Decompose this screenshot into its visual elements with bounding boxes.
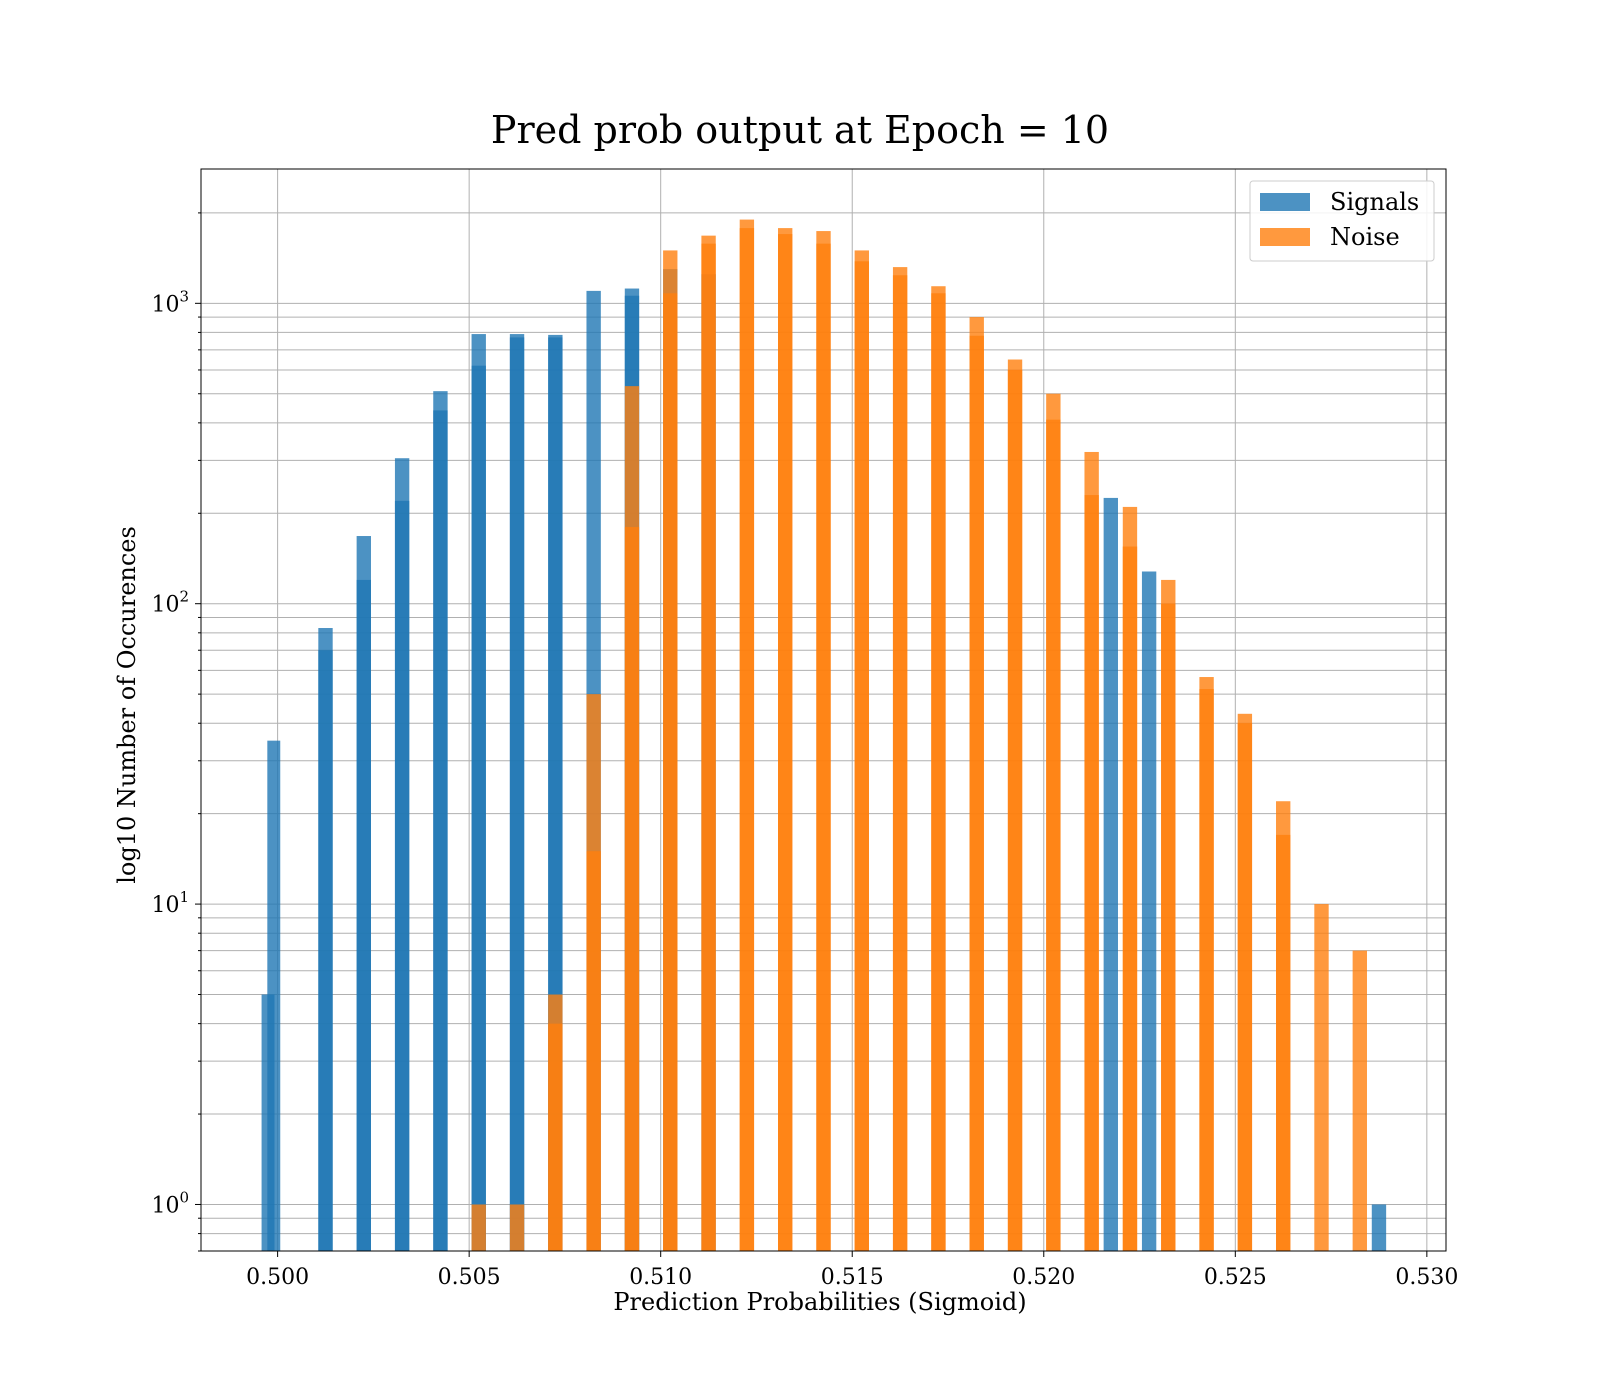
- bar-signals: [1371, 1204, 1387, 1251]
- bar-noise: [1352, 950, 1367, 1251]
- x-tick-label: 0.525: [1204, 1265, 1267, 1290]
- bar-noise: [1007, 359, 1023, 1252]
- bar-signals: [509, 334, 525, 1251]
- bar-signals: [1103, 497, 1118, 1252]
- x-axis-label: Prediction Probabilities (Sigmoid): [613, 1288, 1026, 1316]
- x-tick-label: 0.510: [629, 1265, 692, 1290]
- bar-noise: [471, 1204, 486, 1251]
- legend-label-noise: Noise: [1330, 223, 1400, 251]
- bar-noise: [739, 219, 755, 1251]
- y-axis: 100 101 102 103: [151, 212, 201, 1252]
- y-tick-label: 100: [151, 1188, 189, 1218]
- bar-noise: [1046, 393, 1061, 1251]
- bar-noise: [1084, 451, 1099, 1251]
- x-tick-label: 0.520: [1012, 1265, 1075, 1290]
- x-tick-label: 0.500: [246, 1265, 309, 1290]
- bar-noise: [816, 231, 831, 1252]
- x-tick-label: 0.515: [821, 1265, 884, 1290]
- bar-noise: [1199, 677, 1214, 1251]
- bar-signals: [394, 458, 410, 1251]
- bar-noise: [1161, 579, 1176, 1251]
- legend: Signals Noise: [1249, 180, 1435, 262]
- bar-signals: [318, 628, 333, 1251]
- y-tick-label: 103: [151, 287, 189, 317]
- y-tick-label: 102: [151, 588, 189, 618]
- bar-signals: [471, 334, 486, 1251]
- bars-layer: [261, 219, 1387, 1252]
- bar-noise: [1122, 506, 1138, 1252]
- bar-noise: [1237, 713, 1253, 1251]
- bar-noise: [1314, 904, 1329, 1251]
- y-tick-label: 101: [151, 888, 189, 918]
- legend-label-signals: Signals: [1330, 188, 1419, 216]
- bar-signals: [433, 391, 448, 1251]
- bar-noise: [969, 317, 984, 1251]
- bar-noise: [1276, 801, 1291, 1251]
- bar-noise: [548, 994, 563, 1251]
- plot-frame: [200, 168, 1447, 1252]
- bar-noise: [586, 694, 601, 1251]
- x-tick-label: 0.505: [438, 1265, 501, 1290]
- legend-swatch-noise: [1260, 228, 1310, 246]
- x-axis: 0.500 0.505 0.510 0.515 0.520 0.525 0.530: [246, 1251, 1458, 1290]
- bar-noise: [663, 250, 678, 1252]
- bar-noise: [892, 267, 908, 1251]
- bar-noise: [854, 250, 869, 1252]
- bar-noise: [624, 386, 640, 1252]
- legend-swatch-signals: [1260, 193, 1310, 211]
- chart-title: Pred prob output at Epoch = 10: [491, 108, 1109, 152]
- bar-noise: [701, 235, 716, 1251]
- bar-noise: [931, 286, 946, 1251]
- x-tick-label: 0.530: [1395, 1265, 1458, 1290]
- bar-noise: [509, 1204, 525, 1251]
- bar-signals: [267, 740, 281, 1251]
- bar-noise: [778, 228, 793, 1251]
- bar-signals: [1141, 571, 1157, 1251]
- bar-signals: [356, 536, 371, 1251]
- y-axis-label: log10 Number of Occurences: [113, 526, 141, 884]
